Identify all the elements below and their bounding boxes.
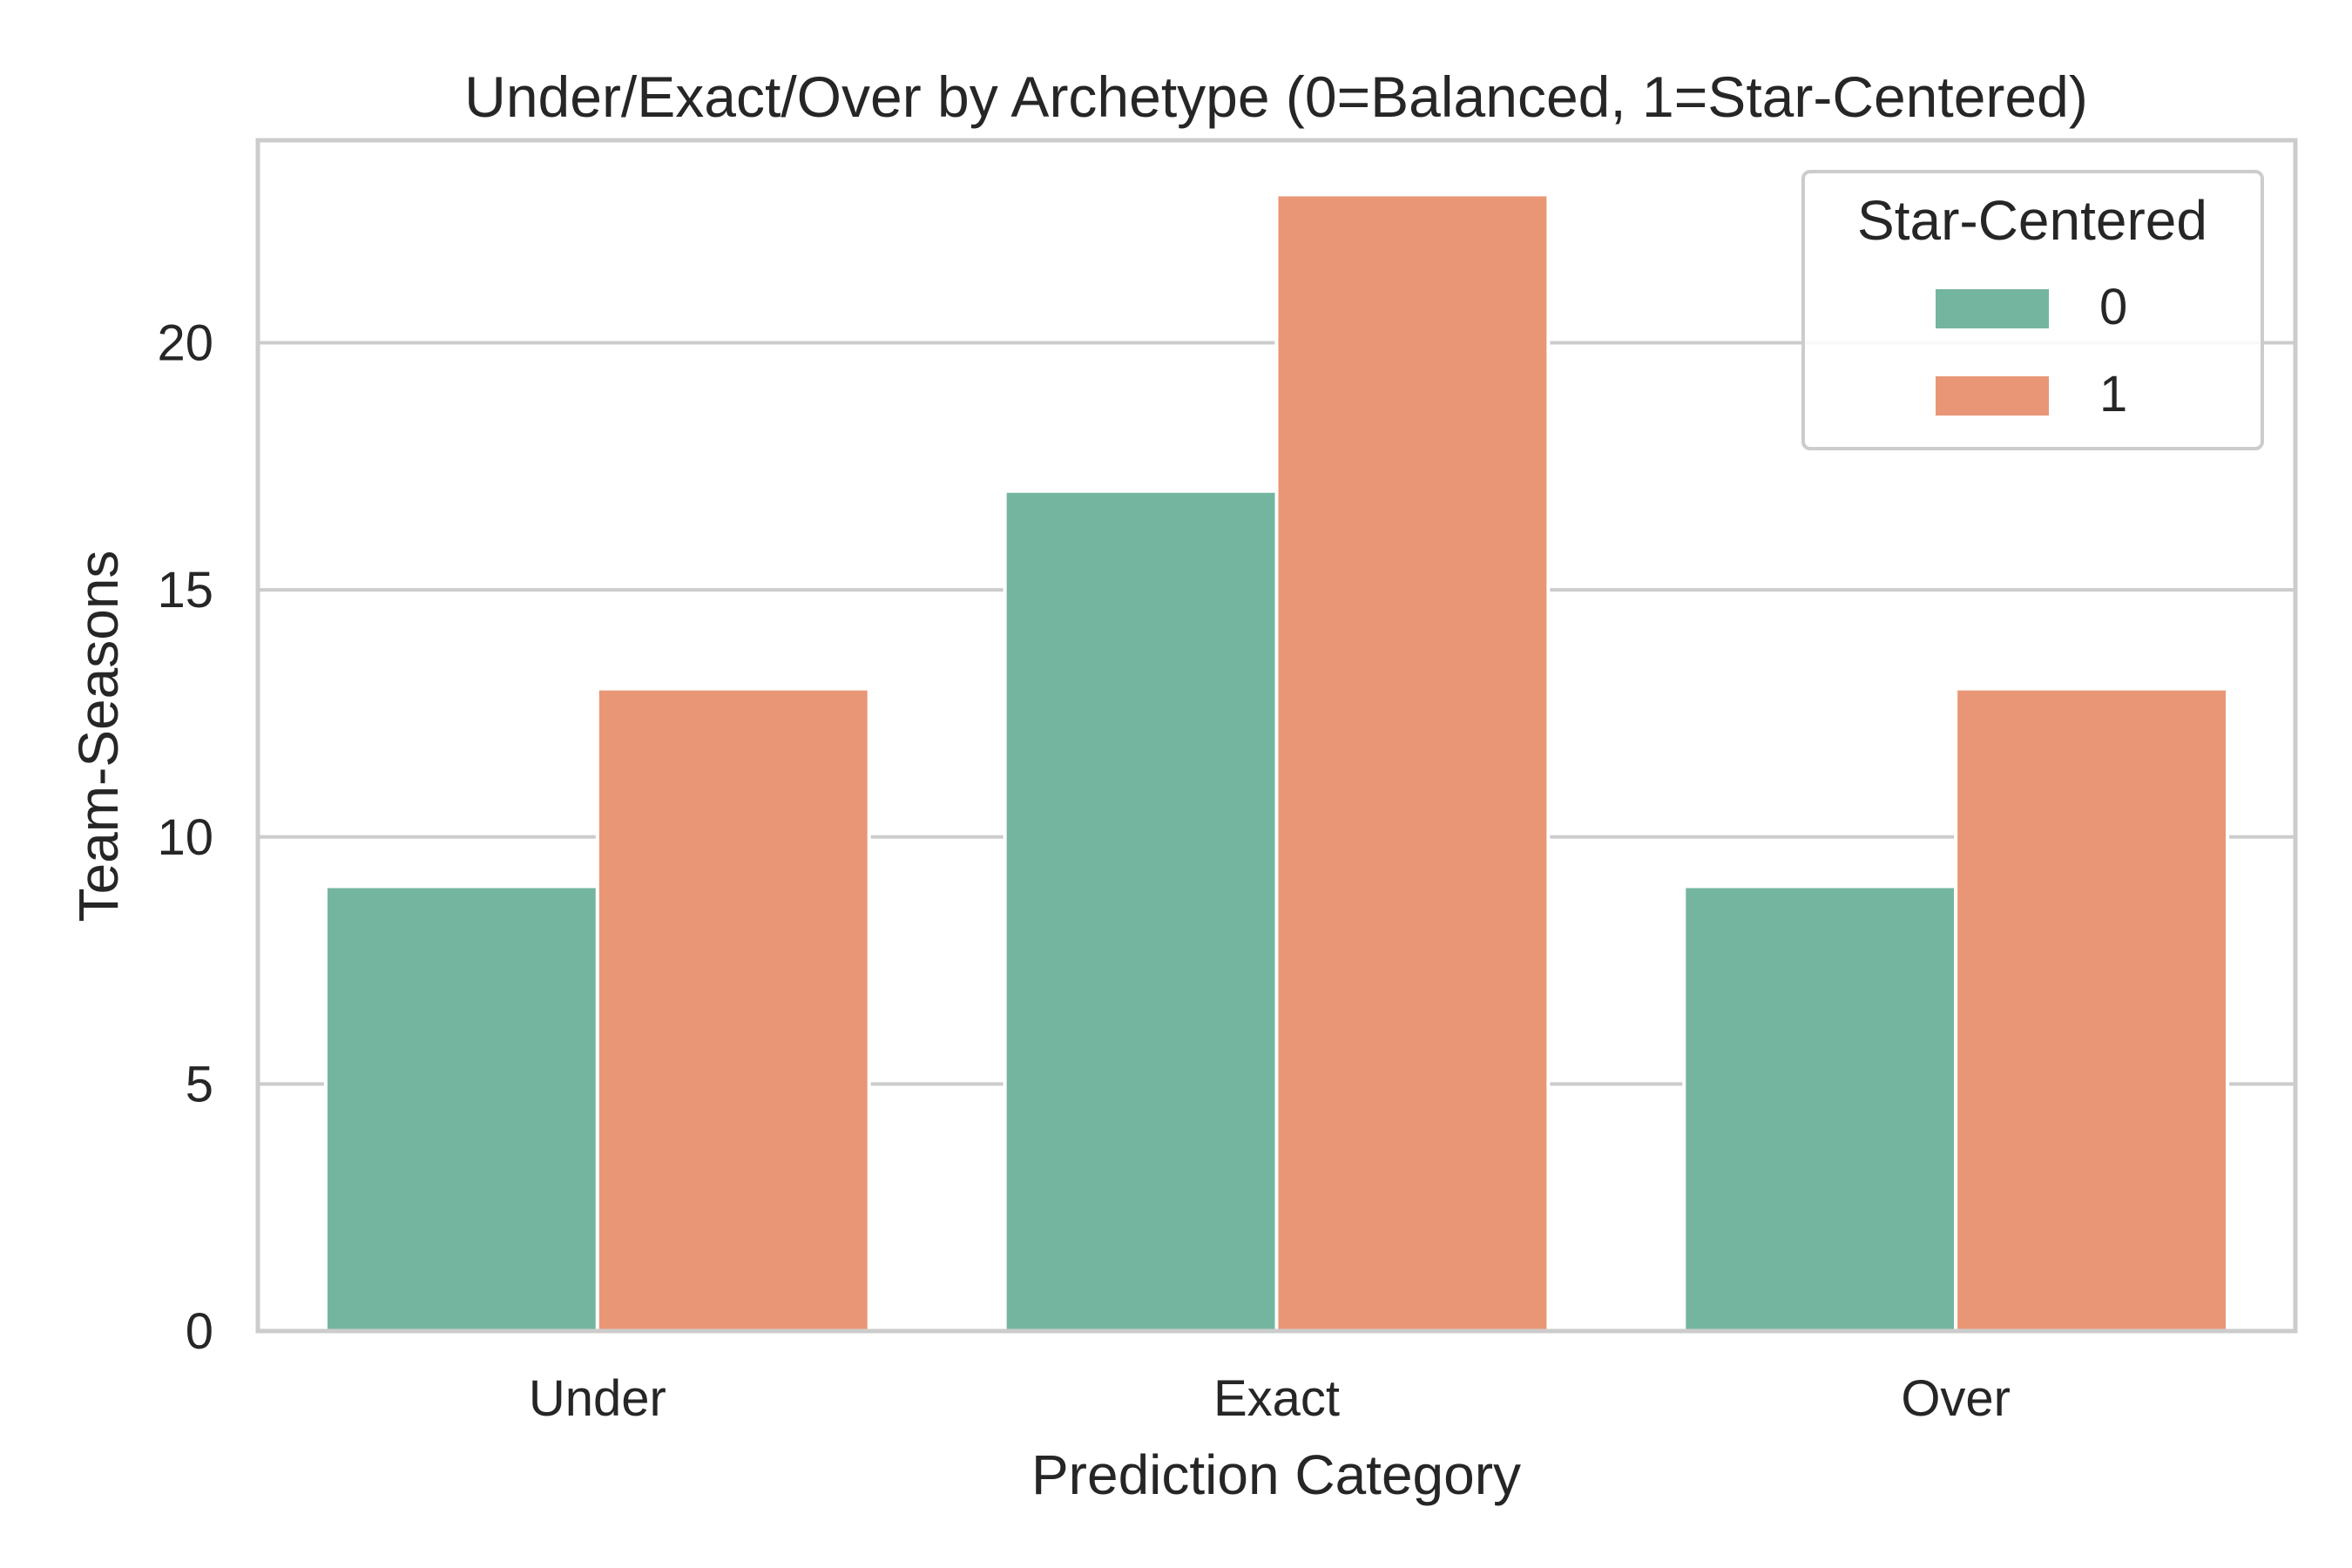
bar-under-series-0	[323, 884, 599, 1333]
legend-title: Star-Centered	[1857, 189, 2207, 252]
chart-title: Under/Exact/Over by Archetype (0=Balance…	[464, 64, 2088, 129]
plot-frame	[255, 138, 2298, 1334]
bar-under-series-1	[595, 686, 871, 1333]
x-tick-label: Under	[529, 1370, 666, 1427]
bars	[323, 193, 2230, 1334]
x-tick-label: Over	[1901, 1370, 2011, 1427]
legend-swatch-1	[1936, 376, 2049, 416]
y-tick-labels: 0 5 10 15 20	[157, 315, 213, 1360]
bar-exact-series-0	[1003, 489, 1279, 1333]
y-tick-label: 20	[157, 315, 213, 372]
y-tick-label: 10	[157, 809, 213, 866]
x-axis-label: Prediction Category	[1031, 1443, 1521, 1506]
y-tick-label: 15	[157, 562, 213, 618]
legend-swatch-0	[1936, 289, 2049, 328]
legend-label: 0	[2099, 279, 2127, 335]
x-tick-labels: Under Exact Over	[529, 1370, 2011, 1427]
bar-over-series-0	[1682, 884, 1958, 1333]
y-tick-label: 5	[186, 1056, 213, 1112]
legend-label: 1	[2099, 366, 2127, 422]
x-tick-label: Exact	[1213, 1370, 1340, 1427]
legend: Star-Centered 01	[1801, 170, 2264, 450]
legend-items: 01	[1936, 279, 2127, 422]
y-tick-label: 0	[186, 1303, 213, 1360]
y-axis-label: Team-Seasons	[67, 551, 130, 923]
bar-over-series-1	[1954, 686, 2230, 1333]
bar-exact-series-1	[1274, 193, 1551, 1334]
